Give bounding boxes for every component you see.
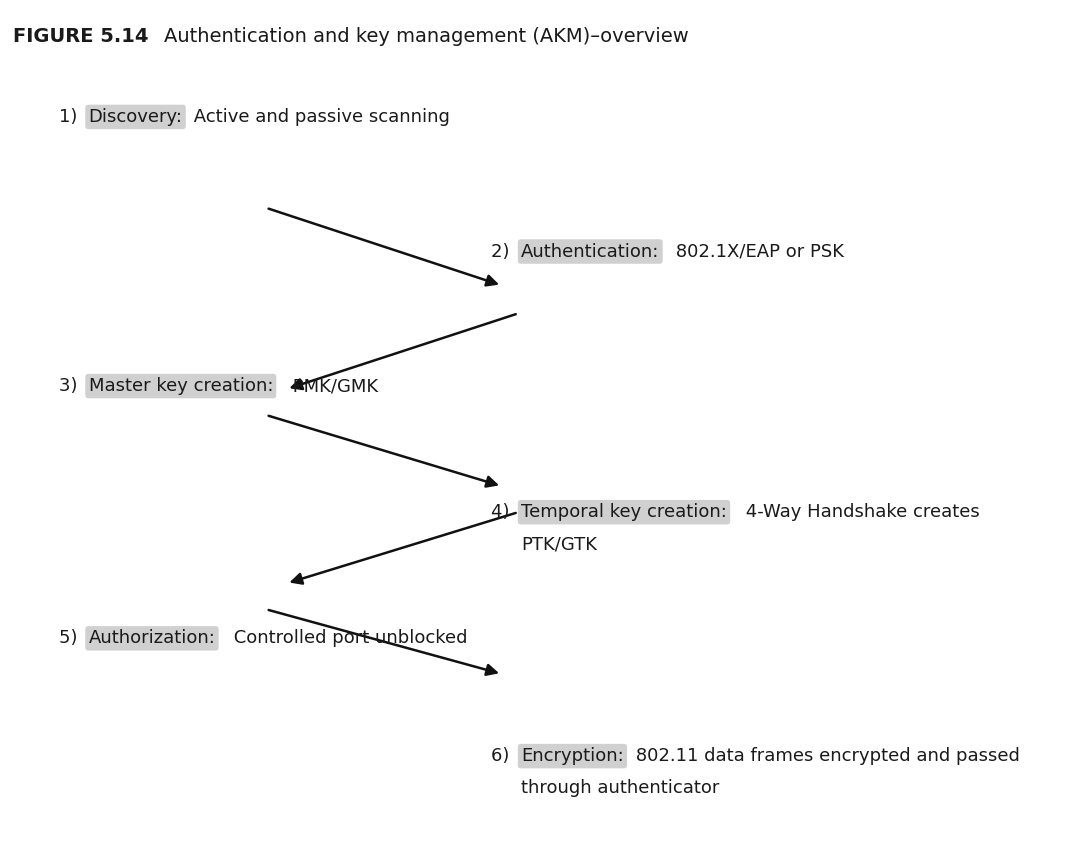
Text: Controlled port unblocked: Controlled port unblocked bbox=[227, 629, 467, 648]
Text: 2): 2) bbox=[491, 242, 516, 261]
Text: 1): 1) bbox=[59, 108, 83, 126]
Text: Encryption:: Encryption: bbox=[521, 747, 624, 765]
Text: Discovery:: Discovery: bbox=[89, 108, 183, 126]
Text: Authorization:: Authorization: bbox=[89, 629, 216, 648]
Text: 3): 3) bbox=[59, 377, 83, 395]
Text: 6): 6) bbox=[491, 747, 516, 765]
Text: 5): 5) bbox=[59, 629, 83, 648]
Text: 4): 4) bbox=[491, 503, 516, 521]
Text: 802.11 data frames encrypted and passed: 802.11 data frames encrypted and passed bbox=[630, 747, 1020, 765]
Text: Authentication:: Authentication: bbox=[521, 242, 659, 261]
Text: through authenticator: through authenticator bbox=[521, 779, 720, 797]
Text: Active and passive scanning: Active and passive scanning bbox=[188, 108, 450, 126]
Text: Temporal key creation:: Temporal key creation: bbox=[521, 503, 727, 521]
Text: 4-Way Handshake creates: 4-Way Handshake creates bbox=[739, 503, 979, 521]
Text: PMK/GMK: PMK/GMK bbox=[287, 377, 378, 395]
Text: PTK/GTK: PTK/GTK bbox=[521, 535, 597, 553]
Text: FIGURE 5.14: FIGURE 5.14 bbox=[13, 27, 148, 46]
Text: Authentication and key management (AKM)–overview: Authentication and key management (AKM)–… bbox=[139, 27, 689, 46]
Text: 802.1X/EAP or PSK: 802.1X/EAP or PSK bbox=[670, 242, 844, 261]
Text: Master key creation:: Master key creation: bbox=[89, 377, 273, 395]
